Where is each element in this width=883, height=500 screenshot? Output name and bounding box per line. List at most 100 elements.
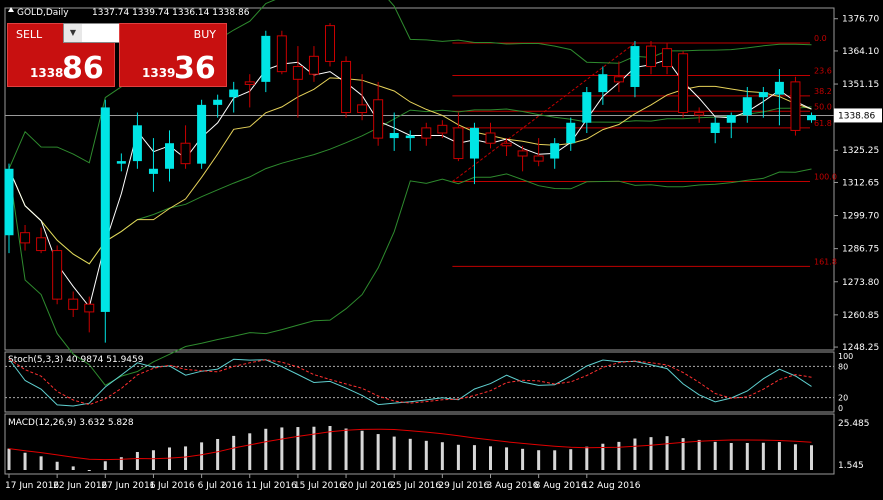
macd-histogram-bar	[360, 430, 364, 470]
candle-body	[180, 142, 191, 165]
candle-body	[694, 112, 705, 116]
candle-body	[678, 53, 689, 114]
candle-body	[308, 55, 319, 75]
sell-price-small: 1338	[30, 66, 64, 80]
candle-body	[710, 122, 720, 133]
candle-body	[213, 99, 223, 105]
candle-body	[52, 250, 63, 300]
stoch-axis-label: 100	[838, 352, 853, 361]
macd-histogram-bar	[135, 451, 139, 470]
candle-body	[582, 92, 592, 123]
fib-level-label: 23.6	[814, 66, 832, 75]
candle-body	[357, 104, 368, 114]
ohlc-values: 1337.74 1339.74 1336.14 1338.86	[92, 8, 250, 18]
date-label: 12 Aug 2016	[583, 481, 641, 491]
macd-histogram-bar	[521, 448, 525, 470]
candle-body	[36, 237, 47, 252]
stoch-panel-frame	[4, 351, 835, 413]
macd-histogram-bar	[810, 445, 813, 470]
lot-decrease-icon[interactable]: ▼	[64, 24, 82, 42]
candle-body	[276, 35, 287, 73]
macd-histogram-bar	[424, 440, 428, 470]
menu-triangle-icon	[8, 7, 14, 12]
date-label: 29 Jul 2016	[438, 481, 489, 491]
price-tick-label: 1312.65	[842, 178, 879, 188]
macd-histogram-bar	[713, 441, 717, 470]
macd-histogram-bar	[280, 427, 284, 470]
candle-body	[726, 115, 736, 123]
macd-histogram-bar	[328, 426, 332, 470]
bollinger-middle-line	[8, 106, 812, 265]
candle-body	[550, 143, 560, 159]
fib-level-label: 0.0	[814, 34, 827, 43]
macd-histogram-bar	[585, 446, 589, 470]
macd-histogram-bar	[232, 435, 236, 470]
stoch-axis-label: 80	[838, 362, 848, 371]
macd-histogram-bar	[39, 456, 43, 470]
date-label: 3 Aug 2016	[487, 481, 539, 491]
macd-histogram-bar	[23, 452, 27, 470]
macd-histogram-bar	[633, 438, 637, 470]
macd-histogram-bar	[793, 444, 797, 470]
candle-body	[485, 132, 496, 144]
stoch-main-line	[8, 358, 812, 407]
candle-body	[807, 115, 816, 121]
date-label: 6 Jul 2016	[198, 481, 243, 491]
macd-histogram-bar	[200, 442, 204, 470]
fib-level-label: 100.0	[814, 173, 837, 182]
current-price-box	[834, 108, 882, 123]
candle-body	[421, 127, 432, 139]
price-tick-label: 1299.70	[842, 212, 879, 222]
buy-price-big: 36	[174, 51, 216, 86]
buy-price-small: 1339	[142, 66, 176, 80]
macd-panel-frame	[4, 413, 835, 475]
macd-histogram-bar	[103, 461, 107, 470]
macd-histogram-bar	[729, 443, 733, 470]
candle-body	[646, 45, 656, 68]
fib-level-label: 50.0	[814, 102, 832, 111]
price-tick-label: 1248.25	[842, 343, 879, 353]
macd-histogram-bar	[665, 436, 669, 470]
slow-ma-line	[8, 77, 812, 265]
macd-histogram-bar	[456, 444, 460, 470]
candle-body	[325, 25, 335, 62]
sell-price-big: 86	[62, 51, 104, 86]
candle-body	[4, 168, 14, 236]
one-click-trade-panel: SELL 1338 86 ▼ 0.05 ▲ BUY 1339 36	[7, 23, 227, 87]
macd-histogram-bar	[601, 443, 605, 470]
candle-body	[598, 74, 608, 93]
candle-body	[453, 127, 464, 160]
date-label: 1 Jul 2016	[149, 481, 194, 491]
candle-body	[758, 92, 768, 98]
candle-body	[229, 89, 239, 98]
candle-body	[613, 76, 624, 83]
macd-histogram-bar	[681, 438, 685, 470]
buy-button[interactable]: BUY 1339 36	[119, 23, 227, 87]
macd-histogram-bar	[216, 438, 220, 470]
price-tick-label: 1364.10	[842, 47, 879, 57]
candle-body	[742, 97, 752, 116]
macd-histogram-bar	[71, 466, 75, 470]
candle-body	[341, 60, 352, 114]
macd-axis-bottom: 1.545	[838, 461, 864, 471]
candle-body	[165, 143, 174, 169]
candle-body	[148, 168, 158, 174]
candle-body	[517, 150, 528, 157]
candle-body	[244, 81, 255, 85]
macd-histogram-bar	[87, 470, 91, 471]
macd-histogram-bar	[761, 442, 765, 470]
candle-body	[197, 104, 207, 164]
price-tick-label: 1273.80	[842, 278, 879, 288]
macd-histogram-bar	[440, 442, 444, 470]
macd-histogram-bar	[55, 461, 59, 470]
macd-histogram-bar	[617, 441, 621, 470]
date-label: 27 Jun 2016	[101, 481, 155, 491]
macd-label: MACD(12,26,9) 3.632 5.828	[8, 418, 134, 428]
macd-histogram-bar	[151, 450, 155, 470]
macd-histogram-bar	[569, 449, 573, 470]
price-tick-label: 1325.25	[842, 146, 879, 156]
candle-body	[533, 155, 544, 162]
macd-histogram-bar	[537, 450, 541, 470]
